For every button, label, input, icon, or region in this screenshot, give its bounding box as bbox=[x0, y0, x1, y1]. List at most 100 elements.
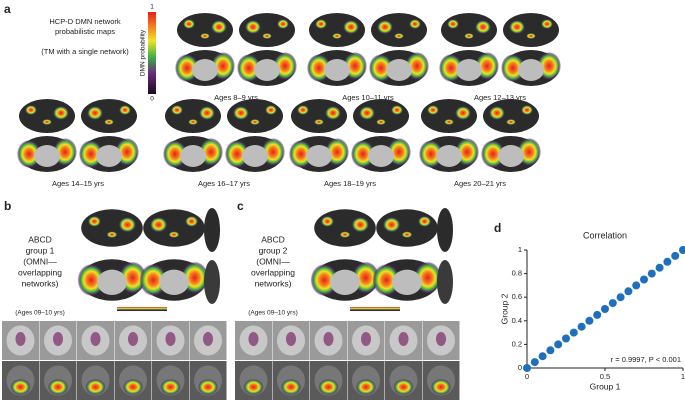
colorbar-tick-label: 0 bbox=[150, 96, 154, 103]
activation bbox=[17, 140, 41, 168]
activation bbox=[481, 140, 505, 168]
activation bbox=[123, 379, 143, 395]
brainstem bbox=[306, 145, 332, 167]
activation bbox=[393, 379, 414, 395]
point bbox=[632, 281, 641, 290]
age-label: Ages 12–13 yrs bbox=[474, 93, 526, 102]
activation bbox=[128, 332, 138, 346]
point bbox=[624, 287, 633, 296]
brainstem bbox=[392, 269, 422, 295]
activation bbox=[277, 19, 289, 29]
brain-ventral bbox=[204, 260, 220, 304]
activation bbox=[509, 20, 525, 34]
y-tick-label: 0.2 bbox=[512, 339, 522, 348]
point bbox=[601, 305, 609, 313]
brainstem bbox=[386, 59, 412, 81]
activation bbox=[323, 332, 334, 346]
age-label: Ages 14–15 yrs bbox=[52, 179, 104, 188]
activation bbox=[343, 20, 359, 34]
activation bbox=[85, 379, 106, 395]
chart-title: Correlation bbox=[583, 230, 627, 240]
point bbox=[608, 299, 617, 308]
panel-letter: d bbox=[494, 221, 501, 235]
activation bbox=[248, 332, 259, 346]
activation bbox=[401, 231, 413, 238]
activation bbox=[339, 231, 351, 238]
activation bbox=[351, 140, 375, 168]
brain-ventral bbox=[437, 260, 453, 304]
point bbox=[640, 275, 648, 284]
y-tick-label: 0.8 bbox=[512, 269, 522, 278]
x-axis-label: Group 1 bbox=[590, 381, 621, 391]
activation bbox=[15, 332, 26, 346]
scale-bar bbox=[117, 307, 167, 311]
scale-bar bbox=[350, 307, 400, 311]
activation bbox=[10, 379, 31, 395]
activation bbox=[359, 106, 375, 120]
activation bbox=[200, 33, 210, 39]
colorbar-label: DMN probability bbox=[140, 29, 147, 76]
brainstem bbox=[180, 145, 206, 167]
activation bbox=[310, 263, 339, 297]
point bbox=[679, 246, 685, 254]
point bbox=[538, 352, 547, 361]
activation bbox=[183, 19, 195, 29]
activation bbox=[314, 119, 324, 125]
group-label: (OMNI— bbox=[256, 256, 290, 266]
x-tick-label: 1 bbox=[681, 372, 685, 381]
activation bbox=[444, 119, 454, 125]
activation bbox=[356, 379, 376, 395]
activation bbox=[139, 263, 168, 297]
age-label: Ages 20–21 yrs bbox=[454, 179, 506, 188]
brainstem bbox=[34, 145, 60, 167]
activation bbox=[281, 379, 301, 395]
activation bbox=[198, 379, 218, 395]
y-axis-label: Group 2 bbox=[499, 293, 509, 324]
activation bbox=[439, 54, 463, 82]
activation bbox=[394, 33, 404, 39]
activation bbox=[87, 106, 103, 120]
group-label: group 2 bbox=[259, 245, 288, 255]
point bbox=[546, 346, 555, 355]
activation bbox=[262, 33, 272, 39]
activation bbox=[351, 217, 370, 233]
activation bbox=[521, 105, 533, 115]
activation bbox=[332, 33, 342, 39]
activation bbox=[149, 217, 168, 233]
group-label: networks) bbox=[22, 278, 59, 288]
activation bbox=[391, 105, 403, 115]
activation bbox=[53, 106, 69, 120]
age-label: Ages 10–11 yrs bbox=[342, 93, 394, 102]
activation bbox=[250, 119, 260, 125]
point bbox=[655, 263, 664, 272]
point bbox=[647, 269, 656, 278]
activation bbox=[325, 106, 341, 120]
activation bbox=[203, 332, 213, 346]
y-tick-label: 0.6 bbox=[512, 292, 522, 301]
brainstem bbox=[192, 59, 218, 81]
activation bbox=[541, 19, 553, 29]
panel-letter: a bbox=[4, 2, 11, 16]
point bbox=[523, 364, 531, 372]
activation bbox=[211, 20, 227, 34]
activation bbox=[418, 215, 432, 227]
activation bbox=[369, 54, 393, 82]
x-tick-label: 0.5 bbox=[600, 372, 610, 381]
activation bbox=[431, 379, 451, 395]
activation bbox=[315, 19, 327, 29]
x-tick-label: 0 bbox=[525, 372, 529, 381]
brainstem bbox=[254, 59, 280, 81]
age-label: Ages 18–19 yrs bbox=[324, 179, 376, 188]
activation bbox=[53, 332, 63, 346]
activation bbox=[104, 119, 114, 125]
brainstem bbox=[242, 145, 268, 167]
brainstem bbox=[368, 145, 394, 167]
age-label: Ages 8–9 yrs bbox=[214, 93, 258, 102]
activation bbox=[318, 379, 339, 395]
colorbar bbox=[148, 12, 156, 94]
panel-subtitle: (TM with a single network) bbox=[41, 47, 129, 56]
group-label: ABCD bbox=[261, 234, 285, 244]
activation bbox=[233, 106, 249, 120]
activation bbox=[447, 19, 459, 29]
